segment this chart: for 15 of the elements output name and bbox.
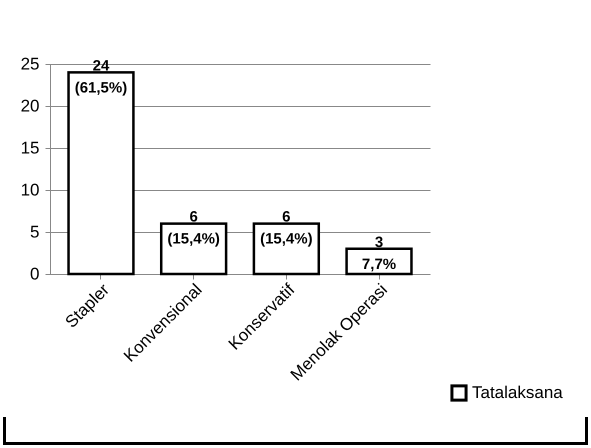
y-tick-label: 0 [30,264,40,284]
y-tick-label: 5 [30,222,40,242]
y-tick-label: 15 [20,138,40,158]
y-tick-label: 25 [20,54,40,74]
text: 6 (15,4%) [167,208,220,248]
bar [67,71,135,276]
text: 24 (61,5%) [74,57,128,96]
y-tick-label: 10 [20,180,40,200]
text: 6 (15,4%) [260,208,313,248]
bar [345,248,413,276]
y-tick-label: 20 [20,96,40,116]
text: 3 7,7% [362,234,396,273]
legend-label: Tatalaksana [472,383,564,402]
bar [252,222,320,276]
bar [160,222,228,276]
